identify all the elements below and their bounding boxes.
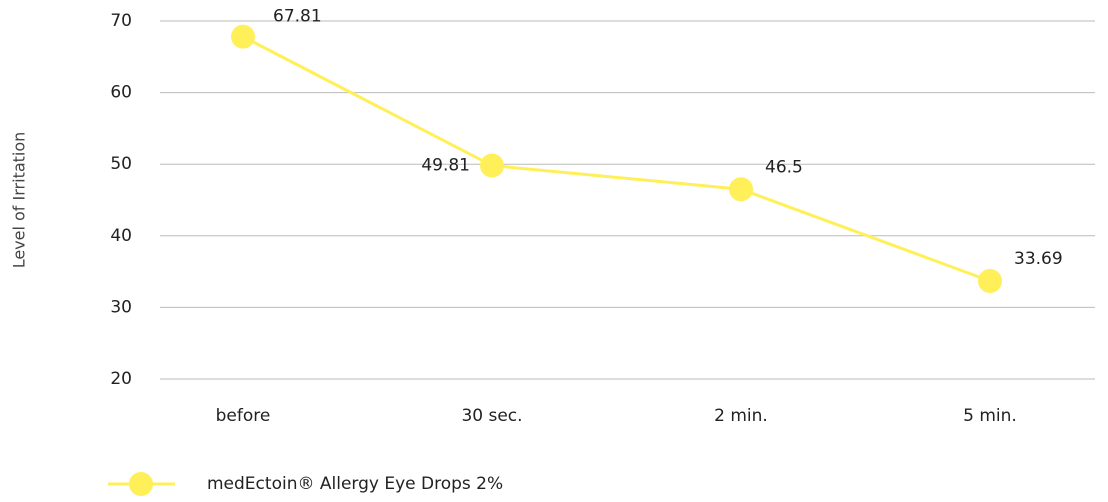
x-tick-label: 5 min.	[963, 406, 1017, 426]
legend-marker	[129, 472, 153, 496]
point	[231, 24, 255, 49]
y-axis-label: Level of Irritation	[10, 132, 29, 269]
point	[978, 268, 1002, 293]
data-label: 33.69	[1014, 249, 1063, 269]
y-tick-label: 60	[110, 83, 132, 103]
x-tick-label: 30 sec.	[461, 406, 522, 426]
y-tick-label: 30	[110, 297, 132, 317]
data-label: 46.5	[765, 157, 803, 177]
point	[729, 177, 753, 202]
x-tick-label: before	[216, 406, 271, 426]
point	[480, 153, 504, 178]
y-tick-label: 40	[110, 226, 132, 246]
y-tick-label: 50	[110, 154, 132, 174]
data-label: 49.81	[421, 156, 470, 176]
y-tick-label: 70	[110, 11, 132, 31]
y-tick-label: 20	[110, 369, 132, 389]
x-tick-label: 2 min.	[714, 406, 768, 426]
data-label: 67.81	[273, 7, 322, 27]
line	[242, 35, 991, 283]
legend-label: medEctoin® Allergy Eye Drops 2%	[207, 474, 503, 494]
